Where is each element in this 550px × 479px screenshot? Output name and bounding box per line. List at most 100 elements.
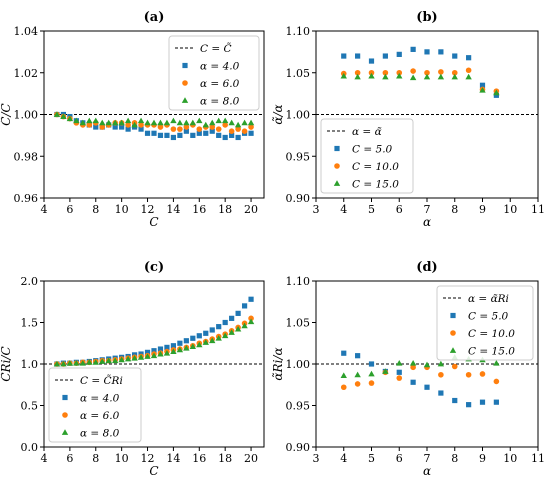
x-tick-label: 8 [451,203,458,216]
legend-swatch [182,62,188,69]
data-point [241,119,248,126]
legend-box [168,35,260,111]
x-tick-label: 6 [66,452,73,465]
data-point [138,122,144,128]
data-point [241,128,248,134]
panel-title: (b) [416,10,437,25]
y-tick-label: 0.90 [286,441,311,454]
legend-swatch [62,412,68,418]
data-point [183,345,190,351]
legend-swatch [61,429,69,435]
x-tick-label: 18 [218,452,232,465]
panel-a: (a) 4 6 8 10 12 14 16 18 20 0.96 0.98 1.00 1.02 1.04 C C… [0,10,265,229]
data-point [229,315,235,321]
data-point [79,359,87,366]
legend-label: α = α̃ [352,126,382,138]
data-point [423,73,431,80]
x-tick-label: 7 [424,452,431,465]
legend-swatch [182,80,188,86]
data-point [424,384,430,390]
data-point [144,353,151,359]
data-point [157,350,164,357]
data-point [170,117,177,124]
legend-swatch [181,97,189,103]
x-tick-label: 9 [479,452,486,465]
legend-box [436,285,534,361]
data-point [124,117,132,124]
data-point [354,73,361,80]
data-point [438,69,444,75]
data-point [396,51,402,57]
data-point [451,69,458,76]
y-tick-label: 1.00 [286,109,311,122]
data-point [125,126,131,132]
x-tick-label: 20 [244,203,258,216]
x-tick-label: 10 [115,203,129,216]
series-1 [341,350,499,408]
data-point [437,360,445,367]
legend-swatch [450,330,456,336]
data-point [73,117,80,124]
legend: α = α̃ C = 5.0 C = 10.0 C = 15.0 [320,118,414,194]
data-point [354,69,361,76]
data-point [235,310,241,316]
data-point [209,337,216,344]
data-point [99,119,106,126]
data-point [170,343,177,349]
data-point [164,132,170,138]
panel-d: (d) 3 4 5 6 7 8 9 10 11 0.90 0.95 1.00 1.05 1.10 α α̃Ri/… [271,260,545,478]
y-axis-label: α̃Ri/α [271,347,285,380]
data-point [479,87,486,93]
y-tick-label: 1.00 [14,109,39,122]
data-point [234,121,242,128]
data-point [209,327,215,333]
x-tick-label: 5 [368,452,375,465]
y-tick-label: 0.96 [14,192,39,205]
legend-box [48,367,142,443]
x-tick-label: 12 [141,203,155,216]
data-point [410,68,416,74]
legend-swatch [333,180,341,186]
data-point [151,130,157,136]
x-tick-label: 10 [503,452,517,465]
data-point [60,360,67,367]
x-tick-label: 5 [368,203,375,216]
x-tick-label: 3 [313,452,320,465]
x-axis-label: C [149,215,158,229]
data-point [189,119,197,126]
data-point [183,124,190,130]
data-point [396,72,403,79]
data-point [157,119,164,126]
data-point [241,322,248,329]
data-point [209,124,216,130]
data-point [409,359,417,366]
data-point [196,126,203,132]
data-point [137,117,145,124]
x-tick-label: 3 [313,203,320,216]
legend-label: C = 15.0 [468,346,515,358]
data-point [241,303,248,309]
data-point [368,72,375,79]
data-point [424,69,430,76]
data-point [170,134,177,141]
data-point [396,359,403,366]
x-tick-label: 10 [115,452,129,465]
x-axis-label: C [149,464,158,478]
x-tick-label: 6 [396,452,403,465]
legend-label: α = 8.0 [80,428,120,440]
data-point [183,128,189,134]
data-point [222,134,228,141]
data-point [479,82,486,88]
data-point [66,115,74,122]
x-tick-label: 11 [531,452,545,465]
data-point [340,72,347,79]
y-tick-label: 0.98 [14,150,39,163]
data-point [138,126,144,132]
y-tick-label: 0.95 [286,400,311,413]
data-point [410,46,416,52]
data-point [228,119,235,126]
legend-label: α = α̃Ri [468,293,509,305]
data-point [247,318,255,325]
data-point [229,132,235,138]
